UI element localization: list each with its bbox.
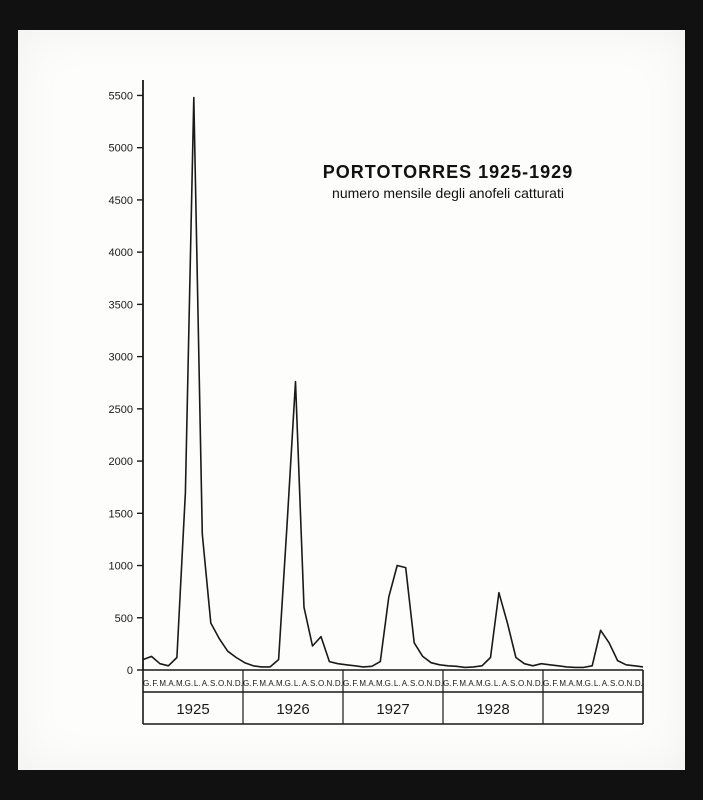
svg-text:S.: S.: [210, 679, 218, 688]
svg-text:A.: A.: [368, 679, 376, 688]
svg-text:A.: A.: [302, 679, 310, 688]
svg-text:M.: M.: [559, 679, 568, 688]
svg-text:O.: O.: [318, 679, 326, 688]
svg-text:G.: G.: [143, 679, 151, 688]
svg-text:O.: O.: [518, 679, 526, 688]
svg-text:O.: O.: [418, 679, 426, 688]
chart-container: 0 500 1000 1500 2000 2500 3000 3500 4000 4500 5000…: [48, 50, 658, 750]
svg-text:N.: N.: [327, 679, 335, 688]
svg-text:2500: 2500: [109, 404, 133, 416]
svg-text:500: 500: [115, 613, 133, 625]
svg-text:5500: 5500: [109, 90, 133, 102]
svg-text:4500: 4500: [109, 195, 133, 207]
svg-text:1500: 1500: [109, 508, 133, 520]
line-chart-svg: 0 500 1000 1500 2000 2500 3000 3500 4000 4500 5000…: [48, 50, 658, 750]
svg-text:D.: D.: [335, 679, 343, 688]
svg-text:S.: S.: [310, 679, 318, 688]
svg-text:N.: N.: [227, 679, 235, 688]
svg-text:L.: L.: [494, 679, 501, 688]
svg-text:L.: L.: [294, 679, 301, 688]
svg-text:A.: A.: [202, 679, 210, 688]
svg-text:M.: M.: [259, 679, 268, 688]
svg-text:A.: A.: [268, 679, 276, 688]
svg-text:S.: S.: [510, 679, 518, 688]
svg-text:G.: G.: [443, 679, 451, 688]
svg-text:L.: L.: [594, 679, 601, 688]
svg-text:1929: 1929: [576, 701, 609, 718]
svg-text:F.: F.: [352, 679, 358, 688]
svg-text:F.: F.: [252, 679, 258, 688]
svg-text:S.: S.: [410, 679, 418, 688]
svg-text:A.: A.: [568, 679, 576, 688]
svg-text:G.: G.: [585, 679, 593, 688]
svg-text:L.: L.: [194, 679, 201, 688]
svg-text:G.: G.: [485, 679, 493, 688]
svg-text:M.: M.: [459, 679, 468, 688]
svg-text:1927: 1927: [376, 701, 409, 718]
svg-text:G.: G.: [185, 679, 193, 688]
svg-text:1925: 1925: [176, 701, 209, 718]
svg-text:G.: G.: [543, 679, 551, 688]
svg-text:A.: A.: [402, 679, 410, 688]
svg-text:A.: A.: [468, 679, 476, 688]
svg-text:1928: 1928: [476, 701, 509, 718]
svg-text:A.: A.: [168, 679, 176, 688]
svg-text:N.: N.: [627, 679, 635, 688]
svg-text:D.: D.: [535, 679, 543, 688]
svg-text:O.: O.: [218, 679, 226, 688]
paper-sheet: 0 500 1000 1500 2000 2500 3000 3500 4000 4500 5000…: [18, 30, 685, 770]
svg-text:G.: G.: [243, 679, 251, 688]
svg-text:S.: S.: [610, 679, 618, 688]
svg-text:N.: N.: [527, 679, 535, 688]
svg-text:3500: 3500: [109, 299, 133, 311]
svg-text:1000: 1000: [109, 561, 133, 573]
svg-text:F.: F.: [452, 679, 458, 688]
photo-frame: 0 500 1000 1500 2000 2500 3000 3500 4000 4500 5000…: [0, 0, 703, 800]
svg-text:M.: M.: [159, 679, 168, 688]
svg-text:numero mensile degli anofeli c: numero mensile degli anofeli catturati: [332, 185, 564, 201]
svg-text:D.: D.: [235, 679, 243, 688]
svg-text:G.: G.: [385, 679, 393, 688]
svg-text:1926: 1926: [276, 701, 309, 718]
svg-text:O.: O.: [618, 679, 626, 688]
svg-text:3000: 3000: [109, 352, 133, 364]
svg-text:PORTOTORRES 1925-1929: PORTOTORRES 1925-1929: [323, 162, 573, 182]
svg-text:F.: F.: [552, 679, 558, 688]
svg-text:M.: M.: [359, 679, 368, 688]
svg-text:5000: 5000: [109, 143, 133, 155]
svg-text:2000: 2000: [109, 456, 133, 468]
svg-text:F.: F.: [152, 679, 158, 688]
svg-text:G.: G.: [343, 679, 351, 688]
svg-text:A.: A.: [602, 679, 610, 688]
svg-text:0: 0: [127, 665, 133, 677]
svg-text:N.: N.: [427, 679, 435, 688]
svg-text:D.: D.: [435, 679, 443, 688]
svg-text:D.: D.: [635, 679, 643, 688]
svg-text:A.: A.: [502, 679, 510, 688]
svg-text:L.: L.: [394, 679, 401, 688]
svg-text:G.: G.: [285, 679, 293, 688]
svg-text:4000: 4000: [109, 247, 133, 259]
